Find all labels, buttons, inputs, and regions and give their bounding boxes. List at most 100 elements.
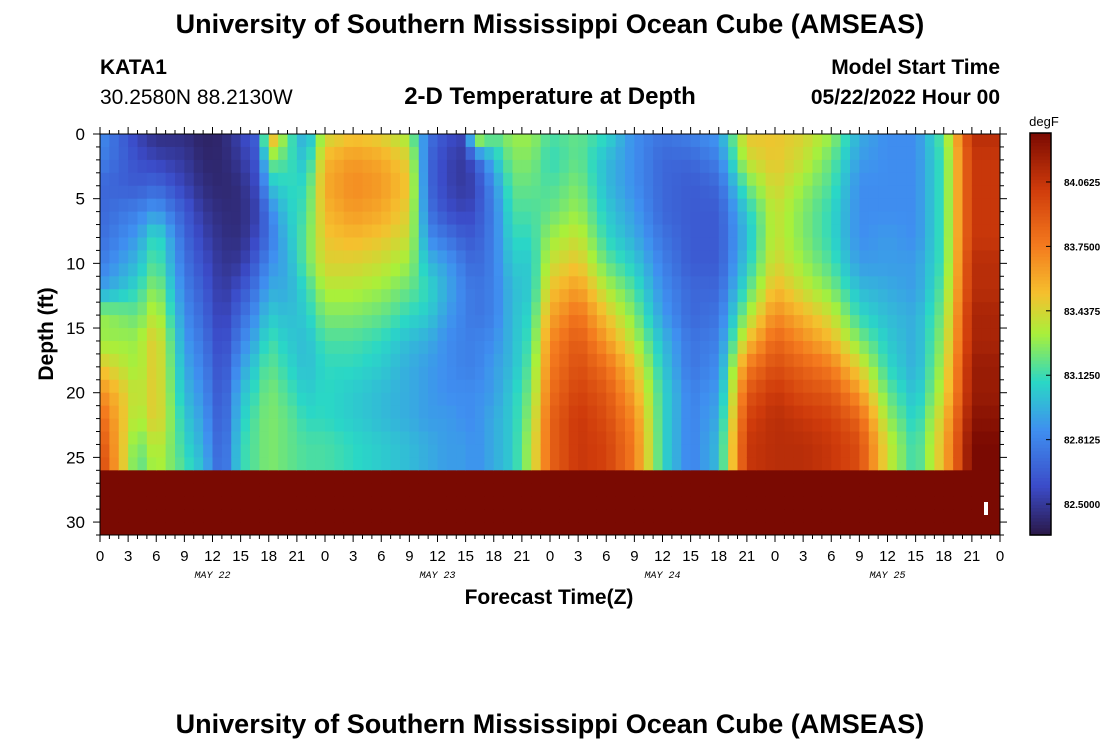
heatmap-cell (231, 483, 242, 497)
heatmap-cell (381, 185, 392, 200)
heatmap-cell (681, 328, 692, 342)
heatmap-cell (812, 172, 823, 187)
heatmap-cell (165, 289, 176, 303)
heatmap-cell (381, 328, 392, 342)
heatmap-cell (278, 405, 289, 420)
heatmap-cell (278, 418, 289, 433)
heatmap-cell (700, 146, 710, 161)
heatmap-cell (981, 172, 992, 187)
heatmap-cell (568, 470, 579, 484)
heatmap-cell (109, 289, 120, 303)
heatmap-cell (231, 250, 242, 264)
heatmap-cell (971, 289, 982, 303)
heatmap-cell (475, 172, 485, 187)
heatmap-cell (400, 237, 410, 252)
heatmap-cell (409, 379, 420, 394)
heatmap-cell (793, 185, 804, 200)
heatmap-cell (596, 328, 607, 342)
heatmap-cell (484, 224, 495, 239)
heatmap-cell (962, 340, 973, 355)
heatmap-cell (690, 483, 701, 497)
heatmap-cell (371, 483, 382, 497)
heatmap-cell (268, 444, 279, 458)
colorbar-step (1030, 213, 1051, 218)
heatmap-cell (840, 237, 851, 252)
heatmap-cell (268, 263, 279, 277)
heatmap-cell (606, 302, 617, 316)
heatmap-cell (118, 185, 129, 200)
heatmap-cell (278, 172, 289, 187)
heatmap-cell (165, 392, 176, 407)
heatmap-cell (587, 146, 598, 161)
heatmap-cell (775, 405, 785, 420)
heatmap-cell (465, 302, 476, 316)
heatmap-cell (934, 159, 945, 174)
heatmap-cell (390, 289, 401, 303)
heatmap-cell (128, 509, 139, 523)
heatmap-cell (296, 134, 307, 148)
heatmap-cell (625, 379, 635, 394)
heatmap-cell (418, 146, 429, 161)
heatmap-cell (568, 315, 579, 329)
heatmap-cell (690, 522, 701, 535)
heatmap-cell (184, 418, 195, 433)
heatmap-cell (568, 159, 579, 174)
heatmap-cell (484, 185, 495, 200)
heatmap-cell (953, 159, 964, 174)
heatmap-cell (990, 496, 1000, 510)
heatmap-cell (334, 263, 345, 277)
heatmap-cell (840, 146, 851, 161)
heatmap-cell (784, 431, 795, 446)
heatmap-cell (137, 366, 148, 381)
heatmap-cell (850, 146, 860, 161)
heatmap-cell (437, 431, 448, 446)
heatmap-cell (587, 340, 598, 355)
heatmap-cell (803, 185, 814, 200)
heatmap-cell (203, 172, 214, 187)
heatmap-cell (803, 470, 814, 484)
heatmap-cell (165, 172, 176, 187)
heatmap-cell (343, 276, 354, 290)
heatmap-cell (306, 172, 317, 187)
heatmap-cell (287, 146, 298, 161)
heatmap-cell (718, 328, 729, 342)
heatmap-cell (334, 302, 345, 316)
heatmap-cell (981, 250, 992, 264)
heatmap-cell (493, 302, 504, 316)
heatmap-cell (803, 315, 814, 329)
heatmap-cell (896, 392, 907, 407)
heatmap-cell (690, 444, 701, 458)
heatmap-cell (184, 392, 195, 407)
heatmap-cell (475, 250, 485, 264)
heatmap-cell (343, 366, 354, 381)
heatmap-cell (671, 172, 682, 187)
heatmap-cell (625, 237, 635, 252)
heatmap-cell (868, 146, 879, 161)
heatmap-cell (221, 289, 232, 303)
heatmap-cell (100, 315, 110, 329)
heatmap-cell (887, 302, 898, 316)
heatmap-cell (409, 134, 420, 148)
heatmap-cell (240, 328, 251, 342)
heatmap-cell (456, 224, 467, 239)
heatmap-cell (925, 457, 935, 471)
heatmap-cell (203, 418, 214, 433)
heatmap-cell (606, 483, 617, 497)
heatmap-cell (109, 237, 120, 252)
heatmap-cell (971, 457, 982, 471)
heatmap-cell (212, 172, 223, 187)
heatmap-cell (643, 172, 654, 187)
heatmap-cell (475, 353, 485, 368)
heatmap-cell (109, 496, 120, 510)
heatmap-cell (859, 211, 870, 226)
heatmap-cell (662, 496, 673, 510)
heatmap-cell (868, 457, 879, 471)
heatmap-cell (240, 431, 251, 446)
heatmap-cell (700, 211, 710, 226)
heatmap-cell (400, 431, 410, 446)
heatmap-cell (690, 405, 701, 420)
heatmap-cell (962, 444, 973, 458)
heatmap-cell (934, 289, 945, 303)
heatmap-cell (250, 457, 260, 471)
heatmap-cell (418, 444, 429, 458)
